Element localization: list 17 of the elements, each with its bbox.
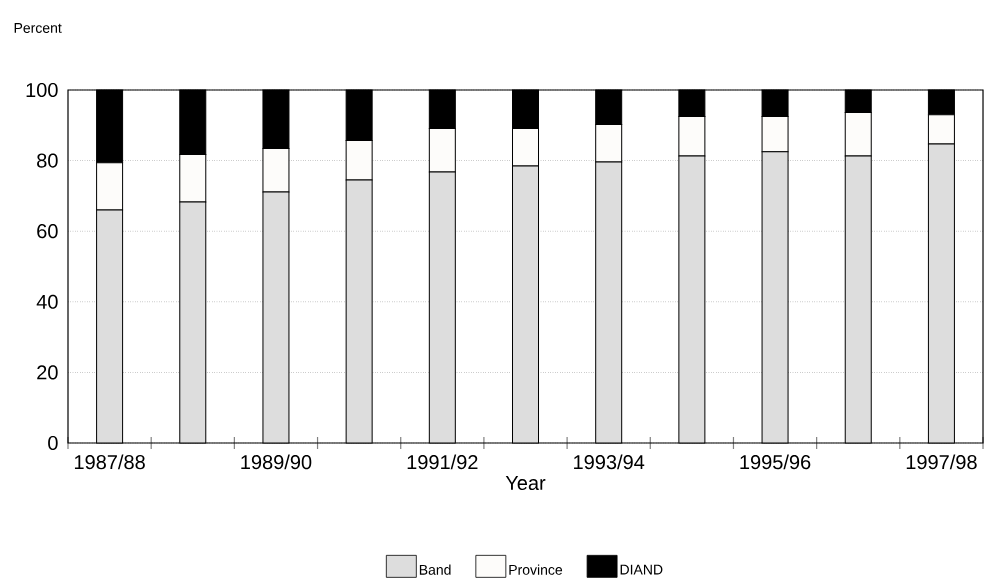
x-axis-title: Year <box>505 476 546 491</box>
x-tick-label: 1993/94 <box>574 454 645 470</box>
y-tick-label: 0 <box>48 435 58 451</box>
y-tick-label: 40 <box>36 294 58 309</box>
x-tick-label: 1989/90 <box>241 454 312 470</box>
y-tick-label: 80 <box>37 153 58 168</box>
y-tick-label: 100 <box>26 82 58 98</box>
x-tick-label: 1987/88 <box>74 454 145 470</box>
y-axis-title: Percent <box>14 23 62 33</box>
y-tick-label: 60 <box>37 224 58 239</box>
x-tick-label: 1995/96 <box>740 454 811 470</box>
y-tick-label: 20 <box>37 365 58 380</box>
legend-label: Province <box>509 564 563 575</box>
legend-label: Band <box>419 564 451 575</box>
x-tick-label: 1991/92 <box>407 454 478 470</box>
legend-label: DIAND <box>620 564 663 575</box>
x-tick-label: 1997/98 <box>906 454 977 470</box>
